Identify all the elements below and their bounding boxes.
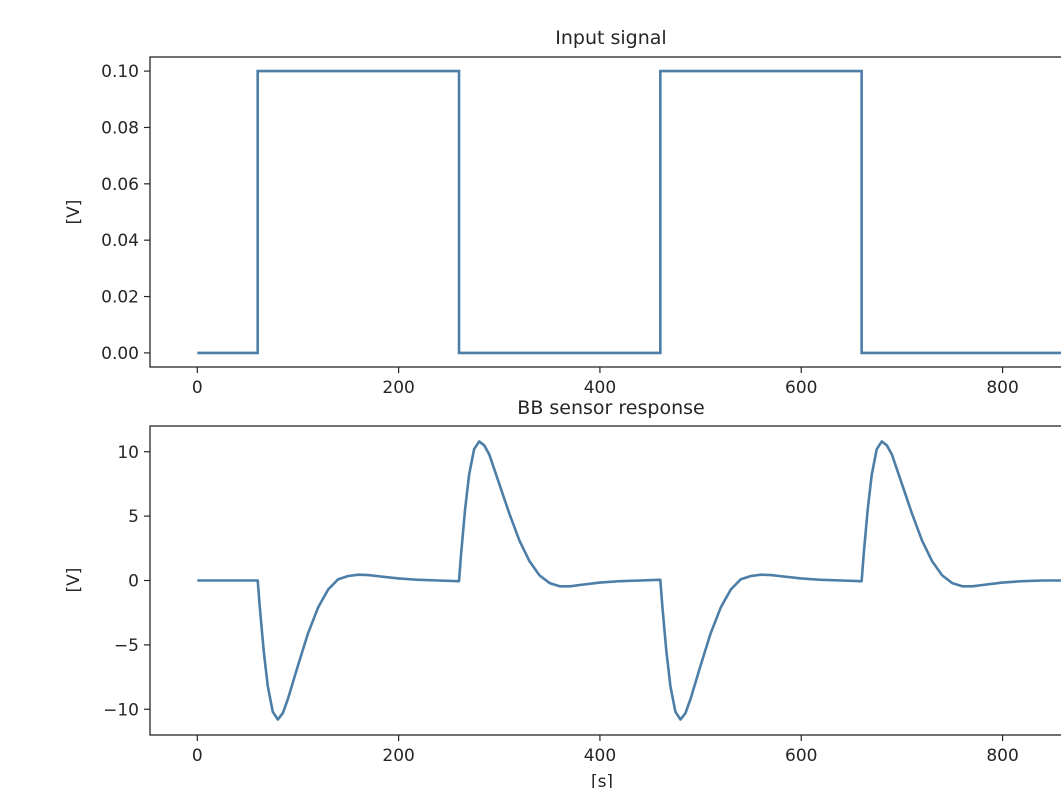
input-signal-line [197,69,1061,355]
input-signal-xtick-label: 600 [785,378,817,398]
input-signal-subplot: Input signal [V] 0 200 400 600 800 0.00 0.02 0.… [64,27,1061,398]
input-signal-title: Input signal [555,27,666,49]
input-signal-ytick-label: 0.04 [101,231,139,251]
bb-sensor-response-xtick-label: 800 [986,746,1018,766]
bb-sensor-response-axes-frame [149,425,1061,736]
input-signal-ticks: 0 200 400 600 800 0.00 0.02 0.04 0.06 0.08 0.10 [101,62,1019,398]
bb-sensor-response-ytick-label: −5 [114,636,139,656]
input-signal-ytick-label: 0.08 [101,118,139,138]
bb-sensor-response-subplot: BB sensor response [V] [s] 0 200 400 600 800… [64,397,1061,788]
input-signal-xtick-label: 200 [382,378,414,398]
bb-sensor-response-ticks: 0 200 400 600 800 −10 −5 0 5 10 [103,443,1019,766]
input-signal-axes-frame [149,56,1061,368]
input-signal-ytick-label: 0.06 [101,175,139,195]
bb-sensor-response-xtick-label: 0 [192,746,203,766]
input-signal-ylabel: [V] [64,200,84,225]
bb-sensor-response-xtick-label: 600 [785,746,817,766]
bb-sensor-response-title: BB sensor response [517,397,704,419]
input-signal-ytick-label: 0.00 [101,344,139,364]
bb-sensor-response-xtick-label: 200 [382,746,414,766]
bb-sensor-response-line [197,440,1061,721]
bb-sensor-response-ytick-label: 5 [128,507,139,527]
bb-sensor-response-ytick-label: 0 [128,572,139,592]
bb-sensor-response-ytick-label: 10 [117,443,139,463]
input-signal-xtick-label: 400 [584,378,616,398]
bb-sensor-response-xlabel: [s] [591,772,613,788]
input-signal-ytick-label: 0.10 [101,62,139,82]
input-signal-xtick-label: 0 [192,378,203,398]
input-signal-xtick-label: 800 [986,378,1018,398]
bb-sensor-response-ylabel: [V] [64,568,84,593]
input-signal-ytick-label: 0.02 [101,288,139,308]
bb-sensor-response-xtick-label: 400 [584,746,616,766]
bb-sensor-response-ytick-label: −10 [103,700,139,720]
